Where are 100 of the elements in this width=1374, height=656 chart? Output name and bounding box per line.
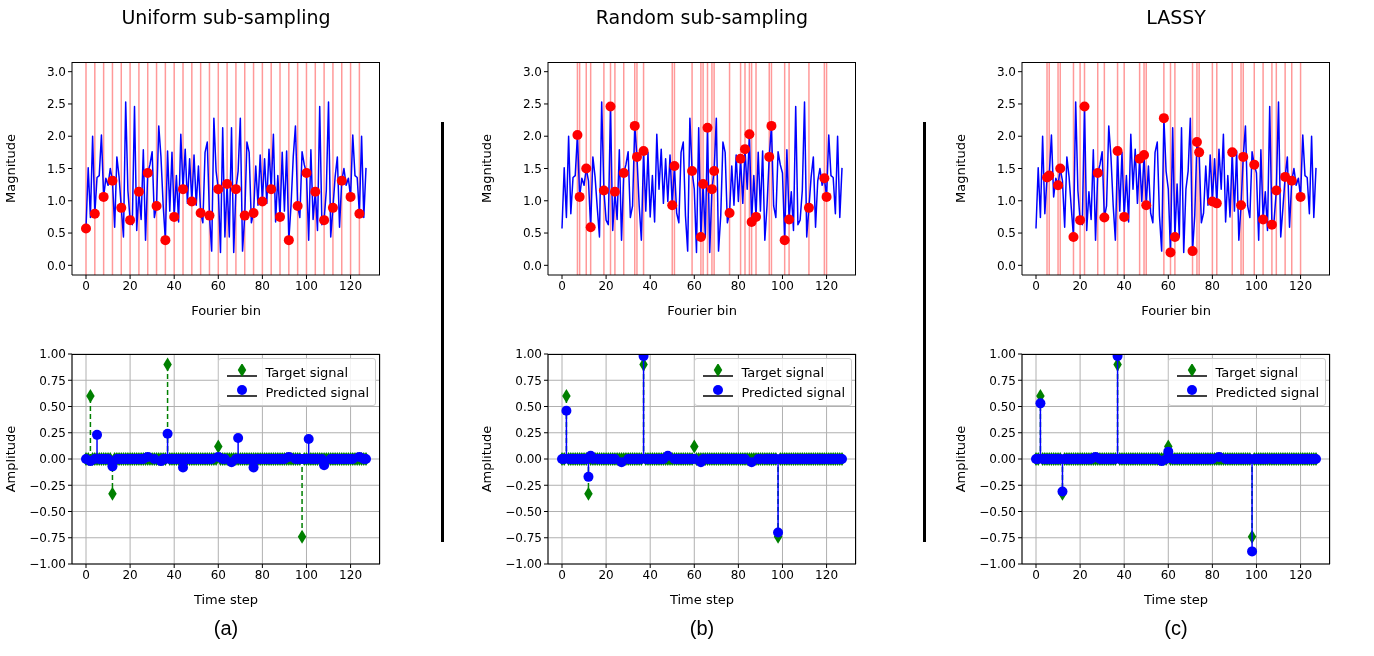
x-tick-label: 100 — [771, 567, 794, 582]
x-tick-label: 120 — [1289, 278, 1313, 293]
x-tick-label: 40 — [166, 567, 182, 582]
y-tick-label: 0.75 — [515, 373, 542, 388]
x-tick-label: 100 — [295, 567, 318, 582]
y-tick-label: 1.0 — [996, 194, 1016, 209]
legend-label: Predicted signal — [265, 384, 369, 400]
chart-title: Random sub-sampling — [594, 6, 810, 28]
x-tick-label: 0 — [558, 278, 566, 293]
x-tick-label: 20 — [598, 278, 614, 293]
legend-label: Predicted signal — [1215, 384, 1319, 400]
x-tick-label: 80 — [730, 567, 747, 582]
y-tick-label: 0.75 — [989, 373, 1016, 388]
y-tick-label: 0.50 — [989, 399, 1016, 414]
y-tick-label: 0.00 — [515, 452, 542, 467]
x-tick-label: 40 — [166, 278, 182, 293]
x-axis-title: Time step — [192, 592, 259, 607]
x-tick-label: 120 — [339, 567, 363, 582]
text: (a) — [212, 616, 240, 641]
x-axis-title: Time step — [1142, 592, 1209, 607]
y-tick-label: −0.50 — [979, 504, 1016, 519]
y-tick-label: −1.00 — [505, 557, 542, 572]
x-tick-label: 60 — [686, 278, 702, 293]
x-tick-label: 0 — [82, 278, 90, 293]
y-tick-label: 2.5 — [522, 97, 542, 112]
y-tick-label: 0.5 — [996, 226, 1016, 241]
y-tick-label: 0.00 — [39, 452, 66, 467]
x-tick-label: 100 — [1245, 278, 1268, 293]
y-tick-label: 0.00 — [989, 452, 1016, 467]
y-tick-label: 0.0 — [46, 258, 66, 273]
y-tick-label: 0.25 — [39, 426, 66, 441]
x-axis-title: Time step — [668, 592, 735, 607]
x-tick-label: 60 — [210, 567, 226, 582]
x-tick-label: 20 — [122, 567, 138, 582]
legend-label: Target signal — [741, 364, 825, 380]
x-tick-label: 0 — [1032, 278, 1040, 293]
x-tick-label: 60 — [686, 567, 702, 582]
x-tick-label: 20 — [122, 278, 138, 293]
y-tick-label: 1.00 — [515, 347, 542, 362]
y-tick-label: 2.0 — [996, 129, 1016, 144]
x-tick-label: 80 — [1204, 278, 1221, 293]
y-tick-label: 3.0 — [522, 64, 542, 79]
y-tick-label: 2.0 — [46, 129, 66, 144]
x-tick-label: 80 — [254, 278, 271, 293]
y-tick-label: −0.25 — [29, 478, 66, 493]
x-tick-label: 40 — [1116, 278, 1132, 293]
chart-title: LASSY — [1145, 6, 1207, 28]
x-tick-label: 40 — [642, 278, 658, 293]
x-tick-label: 80 — [730, 278, 747, 293]
x-axis-title: Fourier bin — [1141, 303, 1211, 318]
chart-title: Uniform sub-sampling — [120, 6, 332, 28]
y-tick-label: 0.5 — [522, 226, 542, 241]
x-tick-label: 0 — [558, 567, 566, 582]
y-tick-label: 2.0 — [522, 129, 542, 144]
y-tick-label: 0.50 — [39, 399, 66, 414]
y-tick-label: −0.75 — [979, 531, 1016, 546]
y-tick-label: 3.0 — [996, 64, 1016, 79]
y-tick-label: 1.0 — [522, 194, 542, 209]
x-tick-label: 40 — [1116, 567, 1132, 582]
y-tick-label: 1.5 — [522, 161, 542, 176]
x-tick-label: 0 — [82, 567, 90, 582]
y-tick-label: −1.00 — [979, 557, 1016, 572]
y-tick-label: 1.00 — [989, 347, 1016, 362]
y-tick-label: −0.50 — [29, 504, 66, 519]
y-tick-label: −0.75 — [505, 531, 542, 546]
y-tick-label: 0.25 — [515, 426, 542, 441]
y-tick-label: 0.0 — [996, 258, 1016, 273]
x-tick-label: 120 — [815, 567, 839, 582]
legend-label: Target signal — [265, 364, 349, 380]
y-tick-label: 2.5 — [996, 97, 1016, 112]
x-tick-label: 100 — [1245, 567, 1268, 582]
x-tick-label: 120 — [339, 278, 363, 293]
x-tick-label: 100 — [771, 278, 794, 293]
y-tick-label: −0.75 — [29, 531, 66, 546]
y-tick-label: 0.50 — [515, 399, 542, 414]
x-axis-title: Fourier bin — [667, 303, 737, 318]
x-tick-label: 120 — [815, 278, 839, 293]
x-tick-label: 0 — [1032, 567, 1040, 582]
y-tick-label: 1.0 — [46, 194, 66, 209]
y-tick-label: 0.0 — [522, 258, 542, 273]
text: (b) — [688, 616, 716, 641]
x-tick-label: 80 — [1204, 567, 1221, 582]
x-tick-label: 100 — [295, 278, 318, 293]
x-tick-label: 60 — [210, 278, 226, 293]
y-tick-label: 0.25 — [989, 426, 1016, 441]
x-tick-label: 80 — [254, 567, 271, 582]
x-tick-label: 120 — [1289, 567, 1313, 582]
y-tick-label: 3.0 — [46, 64, 66, 79]
x-tick-label: 20 — [1072, 567, 1088, 582]
legend-label: Target signal — [1215, 364, 1299, 380]
y-tick-label: −0.25 — [979, 478, 1016, 493]
y-tick-label: −0.25 — [505, 478, 542, 493]
y-tick-label: 0.5 — [46, 226, 66, 241]
x-tick-label: 60 — [1160, 278, 1176, 293]
y-tick-label: 1.5 — [996, 161, 1016, 176]
x-tick-label: 60 — [1160, 567, 1176, 582]
x-axis-title: Fourier bin — [191, 303, 261, 318]
x-tick-label: 20 — [1072, 278, 1088, 293]
y-tick-label: 2.5 — [46, 97, 66, 112]
text: (c) — [1163, 616, 1189, 641]
